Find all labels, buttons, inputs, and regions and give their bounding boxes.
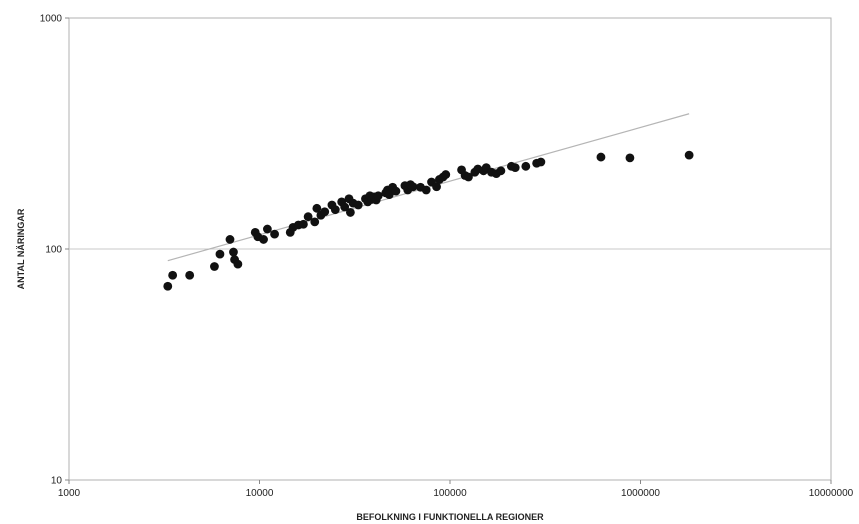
data-point bbox=[259, 235, 268, 244]
data-point bbox=[441, 170, 451, 179]
y-tick-label: 100 bbox=[45, 245, 62, 256]
data-point bbox=[345, 208, 355, 217]
data-point bbox=[625, 153, 635, 163]
data-point bbox=[168, 270, 178, 280]
y-axis-title: ANTAL NÄRINGAR bbox=[16, 208, 26, 289]
y-tick-label: 10 bbox=[51, 476, 63, 487]
data-point bbox=[312, 203, 322, 213]
x-axis-tick-labels: 1000 10000 100000 1000000 10000000 bbox=[58, 488, 854, 499]
data-point bbox=[270, 229, 279, 239]
y-axis-ticks bbox=[65, 17, 69, 481]
x-tick-label: 10000 bbox=[246, 488, 274, 499]
data-point bbox=[210, 262, 219, 271]
x-tick-label: 10000000 bbox=[809, 488, 854, 499]
data-point bbox=[384, 190, 394, 199]
data-point bbox=[229, 247, 238, 257]
data-point bbox=[510, 163, 520, 173]
data-point bbox=[496, 166, 506, 176]
data-point bbox=[421, 185, 431, 195]
data-point bbox=[521, 161, 531, 171]
data-point bbox=[185, 270, 195, 280]
data-point bbox=[684, 150, 694, 160]
data-point bbox=[340, 202, 350, 212]
data-point bbox=[320, 207, 330, 217]
data-point bbox=[330, 205, 340, 215]
data-point bbox=[432, 182, 441, 192]
data-point bbox=[373, 191, 383, 201]
x-tick-label: 100000 bbox=[433, 488, 467, 499]
x-tick-label: 1000000 bbox=[621, 488, 660, 499]
data-points bbox=[163, 150, 694, 291]
x-axis-ticks bbox=[68, 480, 832, 484]
data-point bbox=[391, 186, 401, 196]
data-point bbox=[310, 217, 320, 227]
y-axis-tick-labels: 10 100 1000 bbox=[40, 14, 63, 487]
data-point bbox=[163, 281, 173, 291]
data-point bbox=[299, 219, 308, 229]
data-point bbox=[353, 200, 363, 210]
data-point bbox=[303, 212, 313, 222]
data-point bbox=[464, 172, 473, 182]
x-tick-label: 1000 bbox=[58, 488, 81, 499]
data-point bbox=[225, 235, 235, 244]
data-point bbox=[596, 152, 606, 162]
x-axis-title: BEFOLKNING I FUNKTIONELLA REGIONER bbox=[356, 512, 544, 522]
data-point bbox=[536, 157, 546, 167]
data-point bbox=[262, 224, 272, 234]
y-tick-label: 1000 bbox=[40, 14, 63, 25]
data-point bbox=[233, 259, 243, 269]
data-point bbox=[215, 249, 225, 259]
data-point bbox=[408, 182, 418, 192]
